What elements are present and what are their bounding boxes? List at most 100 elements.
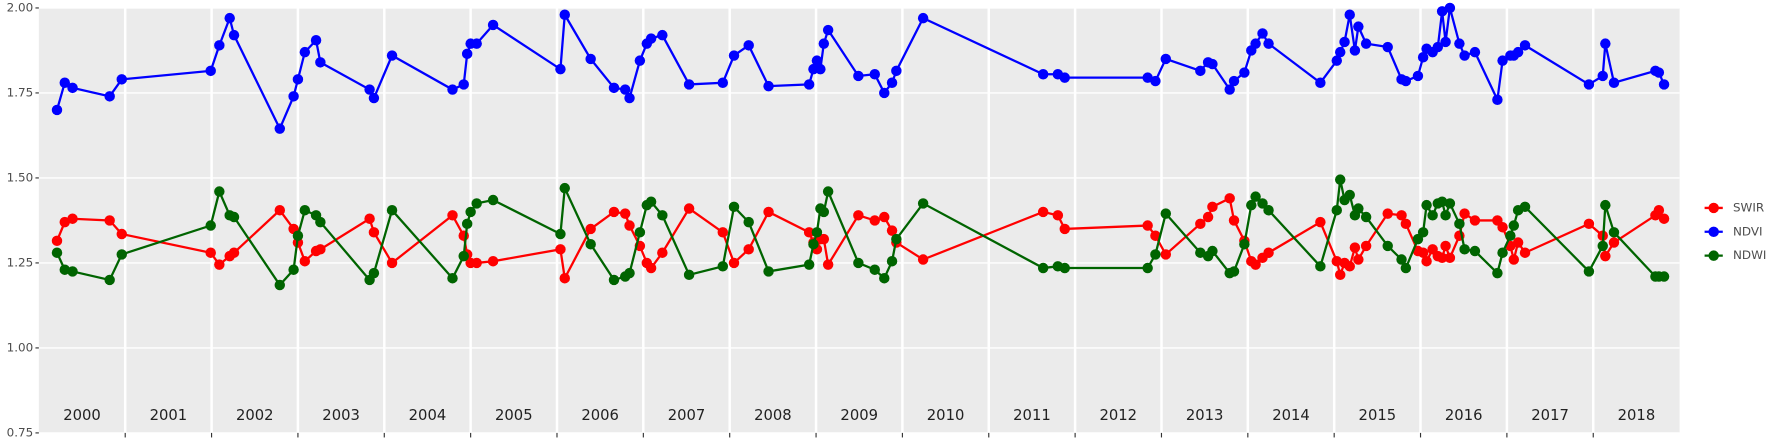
- data-point: [1436, 252, 1448, 264]
- data-point: [1037, 69, 1049, 80]
- data-point: [1142, 220, 1153, 231]
- data-point: [1263, 205, 1274, 216]
- data-point: [879, 87, 890, 99]
- data-point: [116, 249, 127, 260]
- data-point: [1331, 205, 1342, 216]
- data-point: [1246, 199, 1257, 211]
- data-point: [1396, 210, 1407, 221]
- data-point: [487, 19, 499, 31]
- data-point: [1360, 240, 1372, 252]
- y-tick-label: 1.00: [7, 340, 34, 354]
- data-point: [1396, 254, 1407, 265]
- data-point: [657, 247, 668, 258]
- data-point: [1600, 250, 1611, 262]
- data-point: [683, 269, 695, 281]
- legend-label: NDVI: [1733, 224, 1763, 238]
- data-point: [104, 274, 115, 286]
- data-point: [645, 33, 657, 44]
- data-point: [1207, 245, 1218, 257]
- data-point: [368, 227, 380, 238]
- data-point: [1497, 247, 1508, 258]
- data-point: [559, 182, 570, 194]
- data-point: [1417, 227, 1429, 238]
- year-label: 2001: [150, 407, 188, 424]
- data-point: [728, 201, 740, 213]
- year-label: 2014: [1272, 407, 1310, 424]
- data-point: [59, 264, 70, 275]
- data-point: [447, 272, 458, 284]
- data-point: [274, 279, 286, 291]
- data-point: [1228, 266, 1240, 277]
- data-point: [1037, 206, 1049, 218]
- data-point: [1382, 41, 1393, 53]
- data-point: [803, 79, 815, 90]
- data-point: [292, 74, 304, 85]
- data-point: [1497, 222, 1508, 233]
- data-point: [1436, 196, 1448, 207]
- data-point: [1600, 199, 1611, 211]
- data-point: [763, 80, 774, 92]
- data-point: [1417, 52, 1429, 63]
- data-point: [1331, 256, 1342, 267]
- data-point: [228, 29, 240, 41]
- data-point: [1150, 249, 1161, 260]
- data-point: [559, 272, 570, 284]
- data-point: [1160, 53, 1172, 65]
- data-point: [1160, 249, 1172, 260]
- data-point: [608, 274, 620, 286]
- data-point: [1344, 189, 1355, 201]
- data-point: [624, 267, 635, 279]
- data-point: [728, 50, 740, 61]
- data-point: [1597, 240, 1608, 252]
- data-point: [555, 63, 566, 75]
- data-point: [1059, 262, 1070, 274]
- data-point: [51, 235, 63, 247]
- data-point: [1353, 203, 1364, 214]
- data-point: [1195, 218, 1206, 230]
- year-label: 2008: [754, 407, 792, 424]
- data-point: [657, 29, 668, 41]
- data-point: [559, 9, 570, 20]
- data-point: [1508, 220, 1520, 231]
- data-point: [1658, 213, 1670, 224]
- data-point: [1224, 193, 1235, 204]
- data-point: [1608, 77, 1620, 88]
- data-point: [1459, 50, 1470, 61]
- data-point: [1432, 41, 1444, 53]
- data-point: [917, 254, 929, 265]
- data-point: [1653, 205, 1665, 216]
- data-point: [1250, 191, 1261, 202]
- data-point: [51, 104, 63, 116]
- data-point: [555, 228, 566, 240]
- data-point: [1512, 46, 1524, 58]
- data-point: [886, 256, 898, 267]
- data-point: [1353, 254, 1364, 265]
- data-point: [853, 70, 864, 82]
- data-point: [315, 244, 326, 255]
- data-point: [1263, 38, 1274, 49]
- data-point: [1421, 256, 1432, 267]
- y-tick-label: 1.50: [7, 170, 34, 184]
- data-point: [879, 272, 890, 284]
- data-point: [1195, 65, 1206, 77]
- data-point: [608, 206, 620, 218]
- data-point: [683, 203, 695, 214]
- data-point: [585, 223, 596, 235]
- data-point: [1505, 230, 1516, 241]
- data-point: [1583, 266, 1595, 277]
- data-point: [818, 38, 830, 49]
- year-label: 2005: [495, 407, 533, 424]
- data-point: [1597, 70, 1608, 82]
- data-point: [1315, 261, 1326, 272]
- data-point: [1492, 94, 1503, 105]
- data-point: [1339, 36, 1350, 48]
- data-point: [1444, 2, 1456, 14]
- data-point: [67, 82, 78, 94]
- data-point: [1400, 218, 1412, 230]
- data-point: [274, 123, 286, 134]
- data-point: [634, 227, 646, 238]
- data-point: [1160, 208, 1172, 219]
- data-point: [743, 216, 754, 228]
- data-point: [1459, 244, 1470, 255]
- series-line: [55, 7, 1666, 132]
